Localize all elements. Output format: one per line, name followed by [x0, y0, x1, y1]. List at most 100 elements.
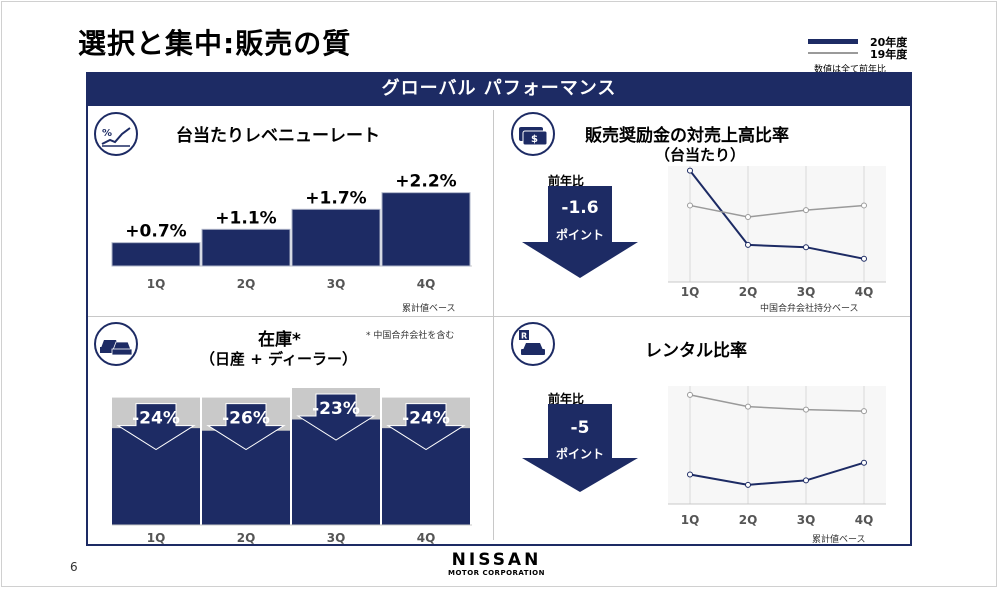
- inventory-tick-label: 4Q: [417, 531, 436, 545]
- revenue-bar: [201, 228, 291, 267]
- rental-tick-label: 4Q: [855, 513, 874, 527]
- revenue-data-label: +1.1%: [215, 208, 276, 228]
- incentive-arrow-unit: ポイント: [555, 228, 604, 242]
- rental-tick-label: 3Q: [797, 513, 816, 527]
- rental-arrow-unit: ポイント: [555, 447, 604, 461]
- revenue-bar: [111, 242, 201, 267]
- revenue-tick-label: 2Q: [237, 277, 256, 291]
- rental-car-icon: R: [511, 322, 555, 366]
- rental-point-fy20: [803, 477, 809, 484]
- panel-divider-vertical: [493, 110, 494, 540]
- revenue-footnote: 累計値ベース: [402, 304, 456, 314]
- incentive-line-fy19: [689, 204, 865, 218]
- revenue-tick-label: 1Q: [147, 277, 166, 291]
- nissan-logo: NISSAN MOTOR CORPORATION: [448, 550, 545, 578]
- svg-text:R: R: [521, 332, 527, 341]
- incentive-line-chart: 1Q 2Q 3Q 4Q: [668, 166, 886, 299]
- incentive-point-fy19: [687, 202, 693, 209]
- rental-footnote: 累計値ベース: [812, 535, 866, 545]
- rental-point-fy19: [687, 391, 693, 398]
- revenue-bar: [381, 192, 471, 267]
- incentive-point-fy19: [803, 207, 809, 214]
- incentive-point-fy20: [687, 167, 693, 174]
- legend-label-fy19: 19年度: [870, 48, 908, 61]
- rental-line-fy20: [689, 461, 865, 486]
- incentive-line-fy20: [689, 170, 865, 260]
- rental-point-fy20: [861, 459, 867, 466]
- svg-text:$: $: [531, 134, 538, 145]
- money-icon-graphic: $: [519, 127, 548, 146]
- incentive-point-fy20: [861, 255, 867, 262]
- incentive-tick-label: 3Q: [797, 285, 816, 299]
- incentive-tick-label: 1Q: [681, 285, 700, 299]
- incentive-arrow-value: -1.6: [561, 198, 599, 218]
- incentive-title: 販売奨励金の対売上高比率: [585, 126, 789, 146]
- rental-arrow-label: 前年比: [548, 392, 585, 406]
- inventory-data-label: -23%: [312, 399, 360, 419]
- legend-swatch-fy20: [808, 39, 858, 44]
- incentive-point-fy20: [745, 241, 751, 248]
- inventory-down-arrow: [296, 393, 376, 441]
- incentive-subtitle: （台当たり）: [655, 146, 746, 164]
- inventory-tick-label: 1Q: [147, 531, 166, 545]
- inventory-data-label: -24%: [132, 409, 180, 429]
- logo-name: NISSAN: [451, 550, 542, 570]
- legend-note: 数値は全て前年比: [814, 65, 887, 75]
- revenue-data-label: +0.7%: [125, 222, 186, 242]
- incentive-point-fy19: [861, 202, 867, 209]
- revenue-tick-label: 3Q: [327, 277, 346, 291]
- incentive-plot-bg: [668, 166, 886, 282]
- rental-down-arrow: [522, 404, 638, 492]
- inventory-down-arrow: [206, 403, 286, 451]
- rental-tick-label: 1Q: [681, 513, 700, 527]
- inventory-down-arrow: [386, 403, 466, 451]
- rental-point-fy20: [745, 481, 751, 488]
- rental-point-fy19: [803, 406, 809, 413]
- svg-text:%: %: [102, 128, 112, 139]
- incentive-arrow-label: 前年比: [548, 174, 585, 188]
- inventory-tick-label: 3Q: [327, 531, 346, 545]
- revenue-bar-chart: +0.7% 1Q +1.1% 2Q +1.7% 3Q +2.2% 4Q: [111, 172, 472, 291]
- inventory-footnote: * 中国合弁会社を含む: [366, 331, 455, 341]
- rental-line-chart: 1Q 2Q 3Q 4Q: [668, 386, 886, 527]
- inventory-tick-label: 2Q: [237, 531, 256, 545]
- cars-icon: [94, 322, 138, 366]
- section-banner: グローバル パフォーマンス: [86, 72, 912, 106]
- inventory-subtitle: （日産 + ディーラー）: [200, 350, 357, 368]
- cars-icon-graphic: [100, 340, 133, 356]
- inventory-down-arrow: [116, 403, 196, 451]
- revenue-data-label: +1.7%: [305, 188, 366, 208]
- panel-divider-horizontal: [88, 316, 910, 317]
- incentive-tick-label: 4Q: [855, 285, 874, 299]
- incentive-tick-label: 2Q: [739, 285, 758, 299]
- rental-point-fy19: [861, 408, 867, 415]
- rental-arrow-value: -5: [570, 418, 590, 438]
- panel-container: [86, 106, 912, 546]
- rental-plot-bg: [668, 386, 886, 504]
- rental-point-fy19: [745, 403, 751, 410]
- percent-chart-icon-graphic: %: [101, 127, 131, 147]
- incentive-footnote: 中国合弁会社持分ベース: [760, 304, 859, 314]
- inventory-title: 在庫*: [258, 330, 301, 350]
- inventory-data-label: -26%: [222, 409, 270, 429]
- inventory-bar-chart: -24% -26% -23% -24% 1Q 2Q 3Q 4Q: [112, 388, 472, 545]
- rental-point-fy20: [687, 471, 693, 478]
- revenue-data-label: +2.2%: [395, 172, 456, 192]
- incentive-point-fy19: [745, 214, 751, 221]
- inventory-data-label: -24%: [402, 409, 450, 429]
- incentive-point-fy20: [803, 244, 809, 251]
- money-icon: $: [511, 112, 555, 156]
- rental-car-icon-graphic: R: [519, 330, 545, 355]
- revenue-title: 台当たりレベニューレート: [176, 126, 380, 146]
- rental-title: レンタル比率: [645, 341, 747, 361]
- page-title: 選択と集中:販売の質: [78, 27, 352, 60]
- percent-chart-icon: %: [94, 112, 138, 156]
- legend-label-fy20: 20年度: [870, 36, 908, 49]
- incentive-down-arrow: [522, 186, 638, 278]
- revenue-bar: [291, 208, 381, 267]
- revenue-tick-label: 4Q: [417, 277, 436, 291]
- logo-sub: MOTOR CORPORATION: [448, 569, 545, 577]
- rental-tick-label: 2Q: [739, 513, 758, 527]
- page-number: 6: [70, 560, 78, 574]
